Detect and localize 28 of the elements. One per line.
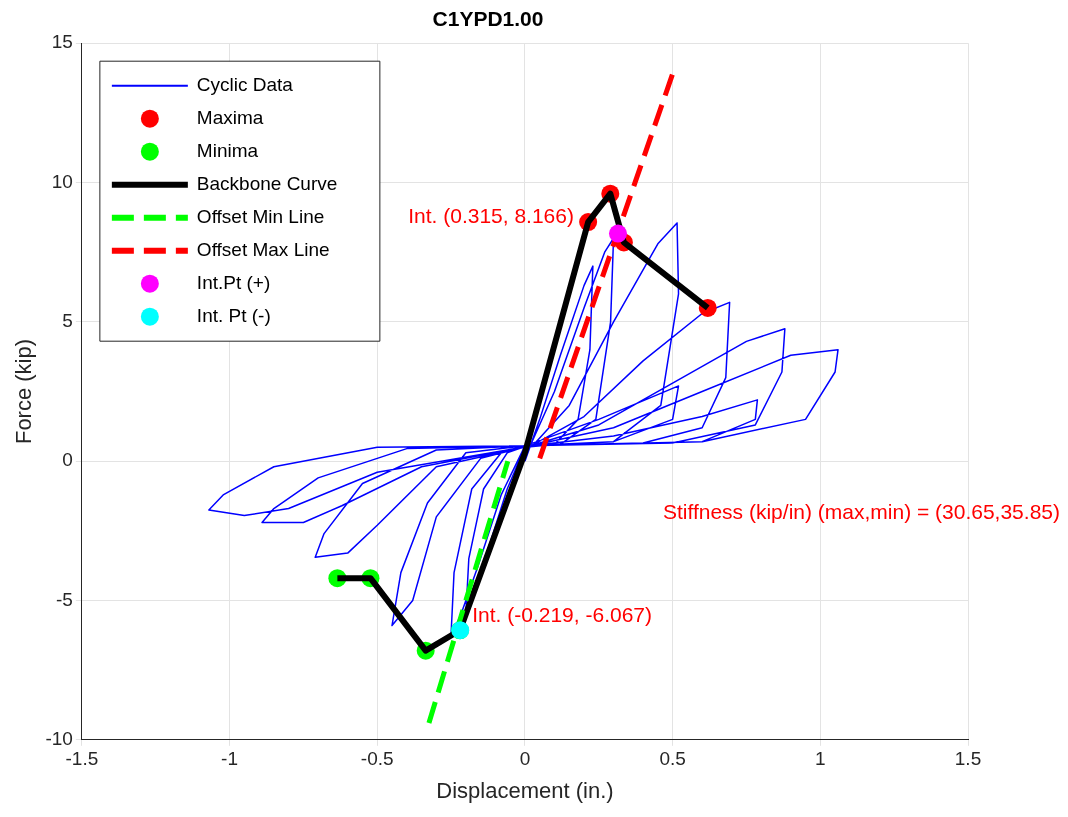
annotation: Stiffness (kip/in) (max,min) = (30.65,35.85) xyxy=(662,500,1060,524)
legend-label: Minima xyxy=(196,139,259,161)
legend-label: Backbone Curve xyxy=(196,172,338,194)
chart-title: C1YPD1.00 xyxy=(432,7,544,31)
annotation: Int. (-0.219, -6.067) xyxy=(472,603,653,627)
y-axis-title: Force (kip) xyxy=(11,338,37,445)
y-tick-label: 10 xyxy=(51,170,73,192)
y-tick-label: -10 xyxy=(45,728,73,750)
x-tick-label: -0.5 xyxy=(360,748,394,770)
y-tick-label: 15 xyxy=(51,31,73,53)
legend-label: Cyclic Data xyxy=(196,73,294,95)
x-tick-label: 0 xyxy=(519,748,531,770)
y-tick-label: 0 xyxy=(62,449,73,471)
legend-label: Offset Max Line xyxy=(196,238,330,260)
x-tick-label: 1 xyxy=(815,748,826,770)
legend-label: Int. Pt (-) xyxy=(196,304,271,326)
legend-label: Offset Min Line xyxy=(196,205,325,227)
point xyxy=(608,224,627,243)
x-axis-title: Displacement (in.) xyxy=(436,777,614,803)
y-tick-label: -5 xyxy=(55,588,73,610)
legend-label: Maxima xyxy=(196,106,264,128)
x-tick-label: -1.5 xyxy=(65,748,99,770)
annotation: Int. (0.315, 8.166) xyxy=(408,204,574,228)
x-tick-label: 1.5 xyxy=(954,748,982,770)
x-tick-label: -1 xyxy=(221,748,238,770)
y-tick-label: 5 xyxy=(62,310,73,332)
x-tick-label: 0.5 xyxy=(659,748,686,770)
legend-label: Int.Pt (+) xyxy=(196,271,271,293)
